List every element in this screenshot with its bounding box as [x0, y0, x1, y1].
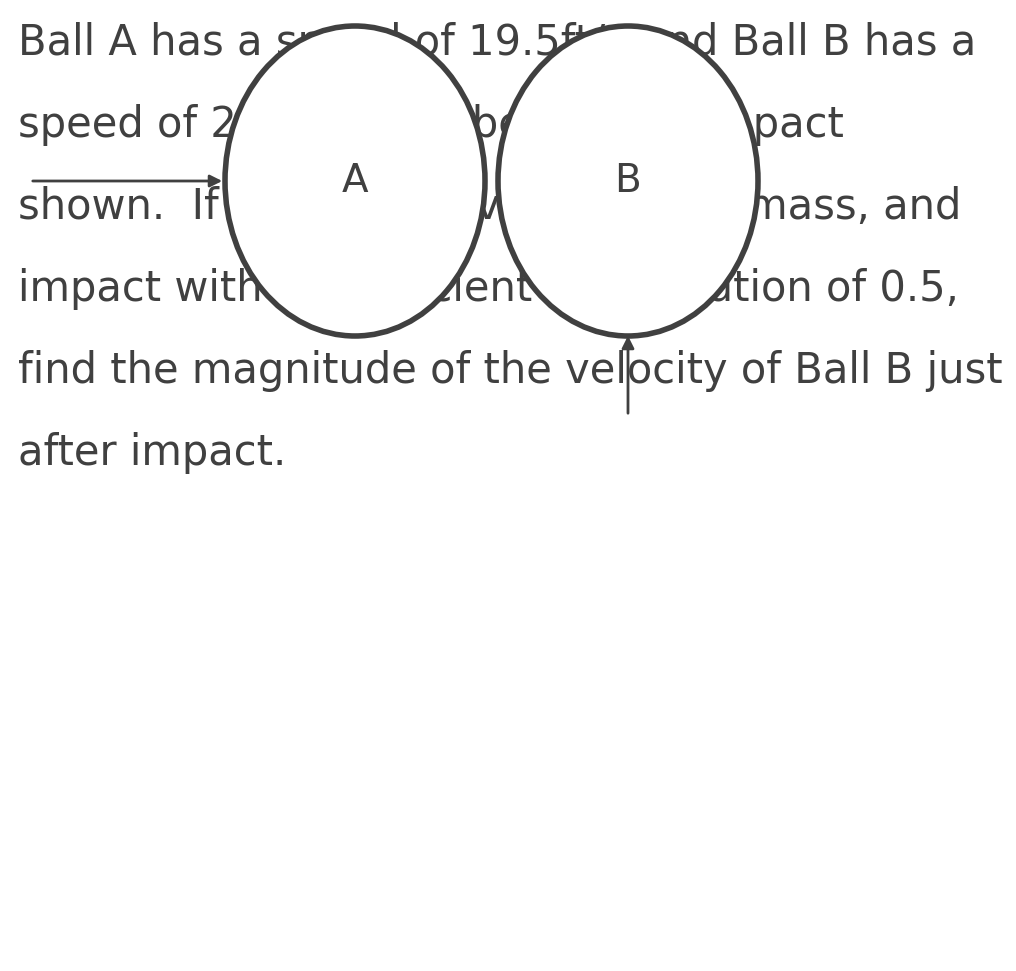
Text: impact with a coefficient of restitution of 0.5,: impact with a coefficient of restitution…	[18, 268, 959, 310]
Text: after impact.: after impact.	[18, 432, 287, 474]
Text: Ball A has a speed of 19.5ft/s and Ball B has a: Ball A has a speed of 19.5ft/s and Ball …	[18, 22, 976, 64]
Text: shown.  If the balls have the same mass, and: shown. If the balls have the same mass, …	[18, 186, 961, 228]
Ellipse shape	[498, 26, 758, 336]
Text: speed of 23.5ft/s just before the impact: speed of 23.5ft/s just before the impact	[18, 104, 844, 146]
Text: find the magnitude of the velocity of Ball B just: find the magnitude of the velocity of Ba…	[18, 350, 1003, 392]
Text: B: B	[615, 162, 641, 200]
Ellipse shape	[225, 26, 485, 336]
Text: A: A	[341, 162, 369, 200]
